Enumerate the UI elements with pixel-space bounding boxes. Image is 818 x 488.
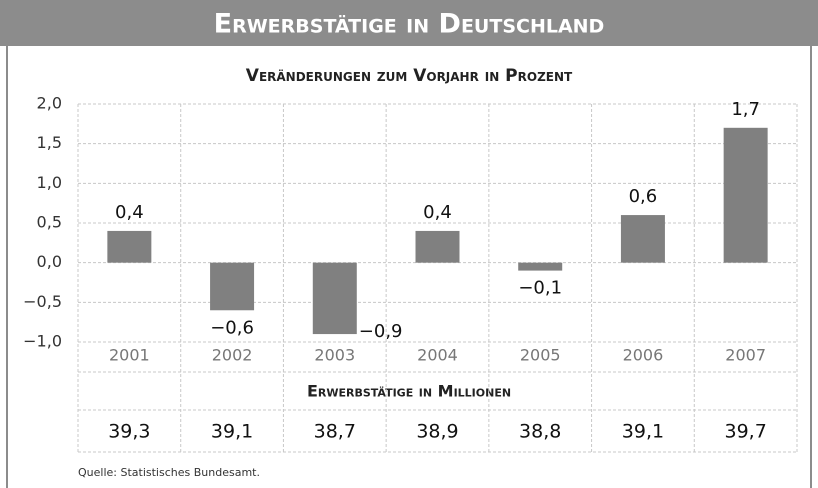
x-tick-label: 2004 [417,346,458,365]
y-tick-label: −0,5 [23,292,62,311]
y-tick-label: 2,0 [37,94,62,113]
bar [415,230,460,263]
bar [620,215,665,263]
source: Quelle: Statistisches Bundesamt. [78,466,260,479]
bar [312,262,357,335]
y-tick-label: 1,5 [37,133,62,152]
bar [210,262,255,311]
y-tick-label: 0,5 [37,213,62,232]
table-cell: 38,8 [519,421,561,443]
data-label: 1,7 [731,99,760,120]
chart-subtitle: Veränderungen zum Vorjahr in Prozent [246,66,573,86]
bar [107,230,152,263]
x-tick-label: 2006 [623,346,664,365]
y-tick-label: 0,0 [37,252,62,271]
data-label: 0,4 [115,202,144,223]
table-title: Erwerbstätige in Millionen [307,382,511,401]
table-cell: 39,7 [724,421,766,443]
y-tick-label: 1,0 [37,173,62,192]
chart-title: Erwerbstätige in Deutschland [214,9,605,40]
table-cell: 39,1 [211,421,253,443]
data-label: −0,6 [210,317,254,338]
table-cell: 38,7 [314,421,356,443]
table-cell: 39,1 [622,421,664,443]
table-cell: 38,9 [416,421,458,443]
header-bar [0,0,818,46]
x-tick-label: 2002 [212,346,253,365]
x-tick-label: 2007 [725,346,766,365]
bar [723,127,768,263]
table-cell: 39,3 [108,421,150,443]
y-tick-label: −1,0 [23,332,62,351]
bar [518,262,563,271]
data-label: −0,9 [359,321,403,342]
x-tick-label: 2003 [314,346,355,365]
data-label: −0,1 [518,278,562,299]
data-label: 0,6 [629,186,658,207]
data-label: 0,4 [423,202,452,223]
x-tick-label: 2001 [109,346,150,365]
x-tick-label: 2005 [520,346,561,365]
